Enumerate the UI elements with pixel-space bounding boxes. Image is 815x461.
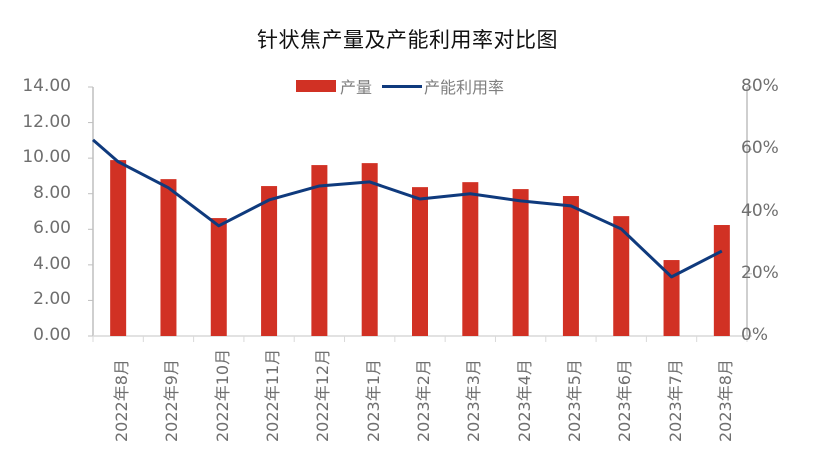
left-axis-tick-label: 14.00 xyxy=(22,76,71,96)
right-axis-tick-label: 80% xyxy=(741,76,779,96)
x-axis-tick-label: 2022年8月 xyxy=(112,359,132,442)
legend-bar-swatch xyxy=(296,80,336,92)
bar xyxy=(462,182,479,336)
x-axis-tick-label: 2022年10月 xyxy=(212,348,232,442)
legend-bar-label: 产量 xyxy=(340,78,373,97)
x-axis-tick-label: 2022年9月 xyxy=(162,359,182,442)
bar xyxy=(361,163,378,336)
bar xyxy=(311,165,328,336)
left-axis-tick-label: 8.00 xyxy=(33,182,71,203)
bar xyxy=(713,225,730,336)
bar xyxy=(160,179,177,336)
right-axis-tick-label: 40% xyxy=(741,200,779,221)
x-axis-tick-label: 2023年8月 xyxy=(715,359,735,442)
x-axis-tick-label: 2023年1月 xyxy=(363,359,383,442)
bar xyxy=(663,260,680,336)
left-axis-tick-label: 2.00 xyxy=(33,289,71,310)
legend-line-label: 产能利用率 xyxy=(424,78,505,97)
legend-line-swatch xyxy=(382,84,423,88)
left-axis-tick-label: 0.00 xyxy=(33,325,71,345)
bar xyxy=(613,216,630,336)
bar xyxy=(261,186,278,336)
left-axis-tick-label: 10.00 xyxy=(22,147,71,168)
chart-title: 针状焦产量及产能利用率对比图 xyxy=(257,28,558,52)
x-axis-tick-label: 2023年5月 xyxy=(564,359,584,442)
bar xyxy=(210,218,227,336)
x-axis-tick-label: 2023年6月 xyxy=(615,359,635,442)
x-axis-tick-label: 2023年2月 xyxy=(414,359,433,442)
bar xyxy=(562,196,579,336)
bar xyxy=(412,187,428,336)
left-axis-tick-label: 12.00 xyxy=(22,111,71,132)
left-axis-tick-label: 6.00 xyxy=(33,218,71,239)
x-axis-tick-label: 2022年11月 xyxy=(263,348,283,442)
legend: 产量 产能利用率 xyxy=(296,74,504,98)
x-axis-tick-label: 2023年3月 xyxy=(464,359,484,442)
x-axis-tick-label: 2023年7月 xyxy=(665,359,685,442)
x-axis-tick-label: 2022年12月 xyxy=(313,348,333,442)
right-axis-tick-label: 20% xyxy=(741,262,779,283)
right-axis-tick-label: 0% xyxy=(741,325,768,345)
bar xyxy=(110,160,127,336)
right-axis-tick-label: 60% xyxy=(741,138,779,159)
left-axis-tick-label: 4.00 xyxy=(33,253,71,274)
bar xyxy=(512,189,529,336)
utilization-line xyxy=(92,138,723,279)
x-axis-tick-label: 2023年4月 xyxy=(514,359,534,442)
